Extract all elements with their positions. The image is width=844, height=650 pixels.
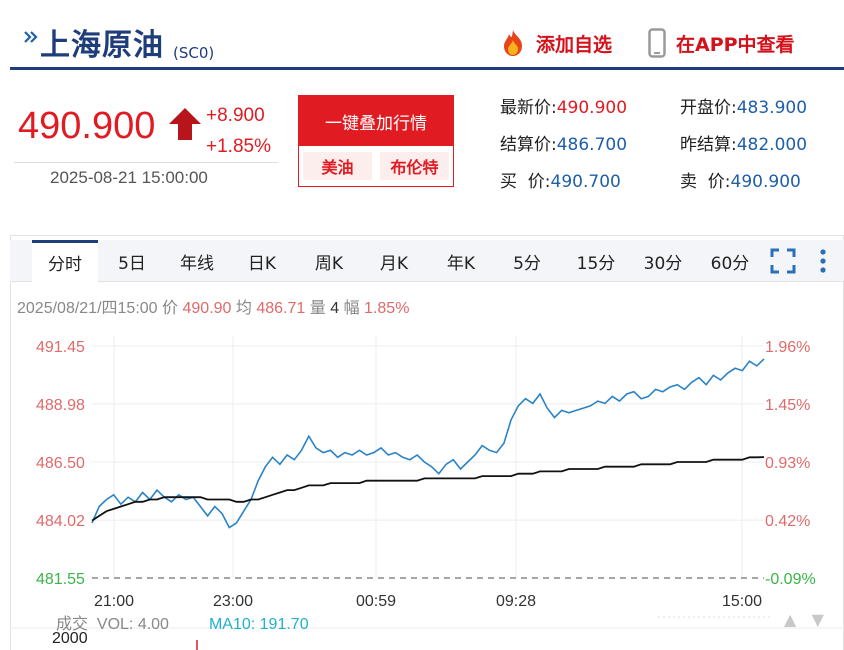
scroll-up-icon[interactable]: ▲ (784, 610, 797, 629)
title-row: 上海原油 (SC0) 添加自选 在APP中查看 (10, 18, 844, 70)
x-axis-tick: 23:00 (213, 593, 253, 610)
price-timestamp: 2025-08-21 15:00:00 (50, 168, 208, 187)
add-watchlist-label: 添加自选 (536, 33, 613, 56)
volume-legend: 成交 VOL: 4.00 MA10: 191.70 (56, 610, 309, 634)
quote-column-left: 最新价:490.900 结算价:486.700 买 价:490.700 (500, 90, 627, 201)
latest-value: 490.900 (556, 98, 628, 118)
more-vertical-icon[interactable] (808, 246, 838, 276)
overlay-compare-button[interactable]: 一键叠加行情 (299, 96, 453, 146)
y-axis-right-tick: 1.96% (765, 339, 810, 356)
view-in-app-button[interactable]: 在APP中查看 (648, 26, 795, 60)
info-amplitude: 1.85% (364, 300, 410, 317)
scroll-down-icon[interactable]: ▼ (811, 610, 824, 629)
fullscreen-icon[interactable] (768, 246, 798, 276)
prev-settle-value: 482.000 (736, 135, 808, 155)
info-datetime: 2025/08/21/四15:00 (17, 300, 158, 317)
open-value: 483.900 (736, 98, 808, 118)
volume-vol: VOL: 4.00 (96, 616, 169, 633)
divider (14, 162, 278, 163)
tab-2[interactable]: 年线 (180, 253, 214, 274)
view-in-app-label: 在APP中查看 (676, 33, 795, 56)
y-axis-left-tick: 486.50 (36, 455, 85, 472)
volume-axis-top: 2000 (52, 630, 88, 647)
tab-6[interactable]: 年K (446, 253, 476, 274)
tab-4[interactable]: 周K (314, 253, 344, 274)
quote-ask: 卖 价:490.900 (680, 172, 801, 192)
tab-8[interactable]: 15分 (576, 253, 616, 274)
y-axis-left-tick: 488.98 (36, 397, 85, 414)
quote-settle: 结算价:486.700 (500, 135, 628, 155)
phone-icon (648, 28, 666, 58)
x-axis-tick: 00:59 (356, 593, 396, 610)
up-arrow-icon (169, 108, 201, 140)
y-axis-right-tick: 1.45% (765, 397, 810, 414)
x-axis-tick: 15:00 (722, 593, 762, 610)
page-title: 上海原油 (40, 28, 164, 63)
y-axis-left-tick: 481.55 (36, 571, 85, 588)
y-axis-left-tick: 484.02 (36, 513, 85, 530)
quote-column-right: 开盘价:483.900 昨结算:482.000 卖 价:490.900 (680, 90, 807, 201)
y-axis-right-tick: 0.42% (765, 513, 810, 530)
tab-0[interactable]: 分时 (32, 240, 98, 282)
crosshair-info: 2025/08/21/四15:00 价 490.90 均 486.71 量 4 … (17, 300, 410, 317)
price-change: +8.900 +1.85% (206, 100, 271, 162)
y-axis-left-tick: 491.45 (36, 339, 85, 356)
x-axis-tick: 21:00 (94, 593, 134, 610)
y-axis-right-tick: -0.09% (765, 571, 816, 588)
volume-ma10: MA10: 191.70 (208, 616, 309, 633)
info-volume: 4 (330, 300, 340, 317)
info-avg: 486.71 (256, 300, 306, 317)
overlay-option-wti[interactable]: 美油 (303, 152, 372, 180)
y-axis-right-tick: 0.93% (765, 455, 810, 472)
settle-value: 486.700 (556, 135, 628, 155)
double-chevron-icon (24, 31, 38, 43)
overlay-compare-panel: 一键叠加行情 美油 布伦特 (298, 95, 454, 187)
volume-title: 成交 (56, 616, 89, 633)
tab-1[interactable]: 5日 (118, 253, 146, 274)
tab-10[interactable]: 60分 (710, 253, 750, 274)
period-tab-bar: 分时 5日 年线 日K 周K 月K 年K 5分 15分 30分 60分 (10, 240, 844, 282)
change-value: +8.900 (206, 105, 265, 126)
tab-5[interactable]: 月K (379, 253, 409, 274)
quote-latest: 最新价:490.900 (500, 98, 628, 118)
tab-7[interactable]: 5分 (513, 253, 541, 274)
change-percent: +1.85% (206, 136, 271, 157)
average-line (91, 456, 765, 522)
flame-icon (504, 30, 522, 56)
scroll-buttons: ▲ ▼ (784, 610, 824, 629)
quote-prev-settle: 昨结算:482.000 (680, 135, 808, 155)
price-line (91, 358, 765, 529)
bid-value: 490.700 (550, 172, 621, 192)
quote-open: 开盘价:483.900 (680, 98, 808, 118)
quote-bid: 买 价:490.700 (500, 172, 621, 192)
ask-value: 490.900 (730, 172, 801, 192)
current-price: 490.900 (18, 105, 156, 147)
x-axis-tick: 09:28 (496, 593, 536, 610)
overlay-option-brent[interactable]: 布伦特 (380, 152, 449, 180)
tab-9[interactable]: 30分 (643, 253, 683, 274)
tab-3[interactable]: 日K (247, 253, 277, 274)
overlay-options: 美油 布伦特 (299, 146, 453, 186)
add-watchlist-button[interactable]: 添加自选 (498, 26, 612, 60)
info-price: 490.90 (182, 300, 232, 317)
symbol-code: (SC0) (173, 44, 215, 62)
